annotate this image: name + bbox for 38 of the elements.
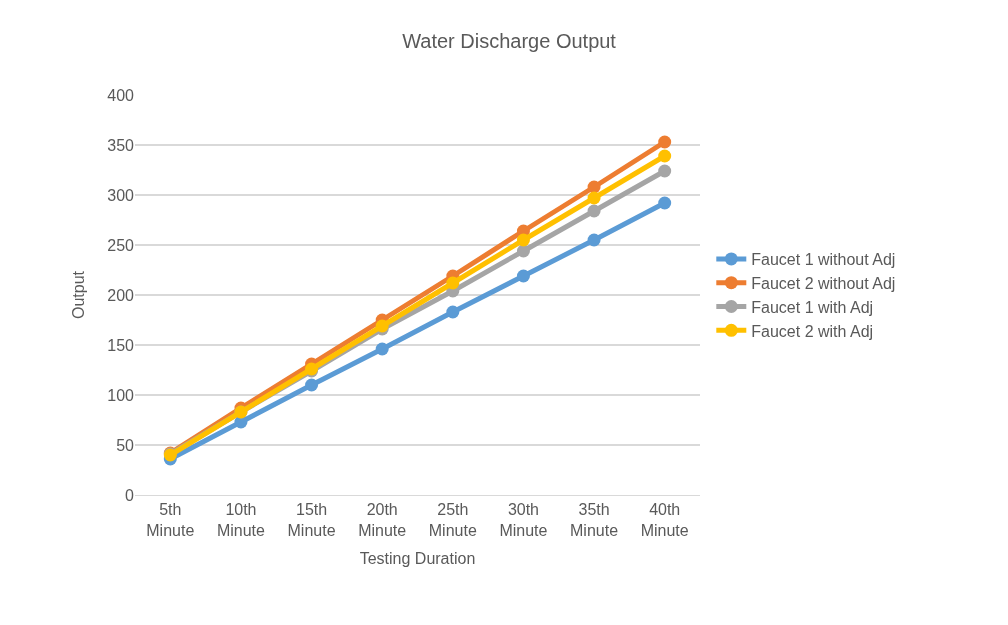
- y-axis-title: Output: [70, 270, 88, 320]
- x-tick-label: 20th Minute: [358, 501, 407, 539]
- point: [516, 244, 530, 258]
- x-tick-label: 35th Minute: [570, 501, 619, 539]
- point: [375, 342, 389, 356]
- point: [305, 378, 319, 392]
- x-axis-title: Testing Duration: [359, 549, 476, 567]
- y-tick-label: 300: [107, 186, 135, 204]
- y-tick-label: 50: [116, 436, 135, 454]
- y-tick-label: 250: [107, 236, 135, 254]
- point: [446, 305, 460, 319]
- point: [658, 164, 672, 178]
- y-tick-label: 100: [107, 386, 135, 404]
- x-tick-label: 40th Minute: [640, 501, 689, 539]
- legend-label: Faucet 2 with Adj: [751, 322, 874, 340]
- point: [587, 204, 601, 218]
- x-tick-label: 5th Minute: [146, 501, 195, 539]
- legend-label: Faucet 1 with Adj: [751, 298, 874, 316]
- point: [587, 233, 601, 247]
- y-tick-label: 150: [107, 336, 135, 354]
- x-tick-label: 10th Minute: [216, 501, 266, 539]
- legend-label: Faucet 2 without Adj: [751, 274, 896, 292]
- y-tick-label: 0: [125, 486, 135, 504]
- point: [658, 149, 672, 163]
- point: [516, 233, 530, 247]
- legend-label: Faucet 1 without Adj: [751, 251, 896, 269]
- chart-title: Water Discharge Output: [402, 30, 617, 53]
- point: [516, 269, 530, 283]
- y-tick-label: 400: [107, 86, 135, 104]
- y-tick-label: 200: [107, 286, 135, 304]
- point: [658, 135, 672, 149]
- y-tick-label: 350: [107, 136, 135, 154]
- x-tick-label: 15th Minute: [287, 501, 336, 539]
- point: [587, 191, 601, 205]
- point: [658, 196, 672, 210]
- point: [446, 276, 460, 290]
- x-tick-label: 30th Minute: [499, 501, 548, 539]
- x-tick-label: 25th Minute: [428, 501, 477, 539]
